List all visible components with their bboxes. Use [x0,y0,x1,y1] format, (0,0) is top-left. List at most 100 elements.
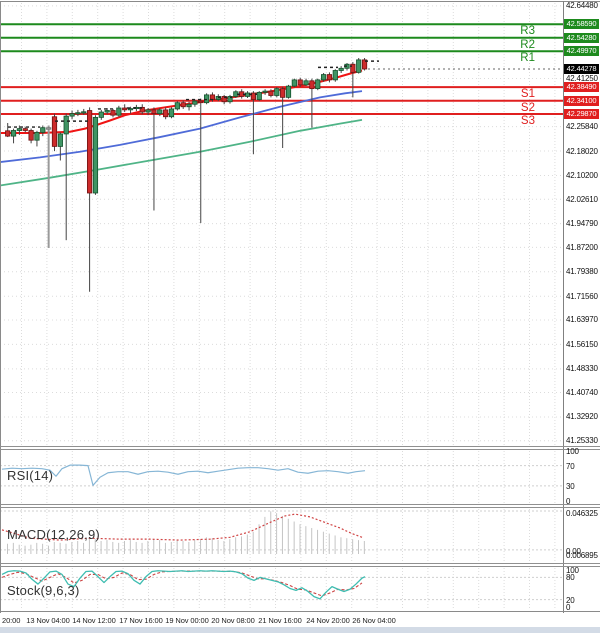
support-label: S1 [520,88,535,101]
candle [192,100,198,105]
rsi-tick-label: 100 [566,446,579,456]
candle [22,128,28,131]
candle [163,109,169,118]
candle [69,113,75,117]
price-tick-label: 41.87200 [566,242,598,252]
candle [320,74,327,81]
resistance-label: R1 [520,52,535,65]
candle [315,79,321,90]
candle [186,103,192,108]
date-axis-label: 20:00 [2,616,21,625]
candle [198,100,204,104]
candle [180,102,186,108]
candle [356,59,362,73]
stoch-k-line [1,570,366,600]
price-tick-label: 41.94790 [566,219,598,229]
price-tick-label: 42.64480 [566,1,598,11]
price-tick-label: 41.40740 [566,388,598,398]
resistance-price-badge: 42.49970 [564,46,599,57]
candle [127,108,134,111]
candle [40,127,46,133]
candle [151,109,157,115]
candle [98,111,104,118]
support-price-badge: 42.29870 [564,109,599,120]
candle [174,102,180,110]
candle [268,90,274,96]
rsi-tick-label: 0 [566,497,571,506]
candle [57,133,63,147]
date-axis-label: 13 Nov 04:00 [26,616,70,625]
candle [87,110,93,194]
candle [361,59,368,70]
stoch-tick-label: 100 [566,566,579,575]
candle [5,130,11,137]
support-price-badge: 42.38490 [564,82,599,93]
rsi-label: RSI(14) [7,468,54,483]
support-label: S2 [520,101,535,114]
price-tick-label: 41.71560 [566,291,598,301]
price-tick-label: 41.79380 [566,267,598,277]
candle [63,115,69,135]
support-price-badge: 42.34100 [564,95,599,106]
candle [46,127,52,130]
macd-tick-label: 0.006895 [566,551,598,560]
bottom-strip [0,627,600,633]
candle [309,80,315,90]
candle [291,79,297,87]
date-axis-label: 14 Nov 12:00 [72,616,116,625]
candle [28,130,34,141]
resistance-price-badge: 42.58590 [564,19,599,30]
macd-tick-label: 0.046325 [566,509,598,518]
price-tick-label: 42.18020 [566,146,598,156]
candle [338,67,344,71]
rsi-tick-label: 70 [566,461,575,471]
resistance-label: R3 [520,25,535,38]
date-axis-label: 20 Nov 08:00 [211,616,255,625]
resistance-price-badge: 42.54280 [564,32,599,43]
price-tick-label: 41.32920 [566,412,598,422]
candle [34,131,40,141]
date-axis-label: 19 Nov 00:00 [165,616,209,625]
date-axis-label: 17 Nov 16:00 [119,616,163,625]
candle [16,128,23,131]
stoch-label: Stock(9,6,3) [7,583,80,598]
stoch-tick-label: 80 [566,573,575,583]
candle [326,74,333,81]
date-axis-label: 26 Nov 04:00 [352,616,396,625]
price-tick-label: 42.02610 [566,194,598,204]
macd-tick-label: 0.00 [566,547,581,556]
candle [122,107,128,111]
rsi-tick-label: 30 [566,481,575,491]
date-axis-label: 24 Nov 20:00 [306,616,350,625]
candle [280,88,286,98]
candle [10,130,17,137]
candle [332,70,338,81]
candle [250,92,256,100]
price-tick-label: 42.25840 [566,122,598,132]
price-tick-label: 42.10200 [566,170,598,180]
price-tick-label: 41.63970 [566,315,598,325]
candle [303,80,309,86]
candle [104,110,110,113]
candle [157,109,163,115]
candle [139,106,145,113]
price-tick-label: 41.25330 [566,436,598,446]
candle [75,112,81,115]
candle [168,108,175,118]
macd-signal-line [1,513,363,541]
candle [285,85,292,98]
candle [262,90,268,93]
date-axis-label: 21 Nov 16:00 [258,616,302,625]
stoch-tick-label: 0 [566,603,571,612]
candle [203,94,210,104]
candle [256,91,262,100]
candle [209,94,216,100]
candle [110,110,116,116]
macd-label: MACD(12,26,9) [7,527,100,542]
stoch-tick-label: 20 [566,595,575,605]
resistance-label: R2 [520,38,535,51]
candle [145,109,151,113]
price-tick-label: 42.41250 [566,73,598,83]
